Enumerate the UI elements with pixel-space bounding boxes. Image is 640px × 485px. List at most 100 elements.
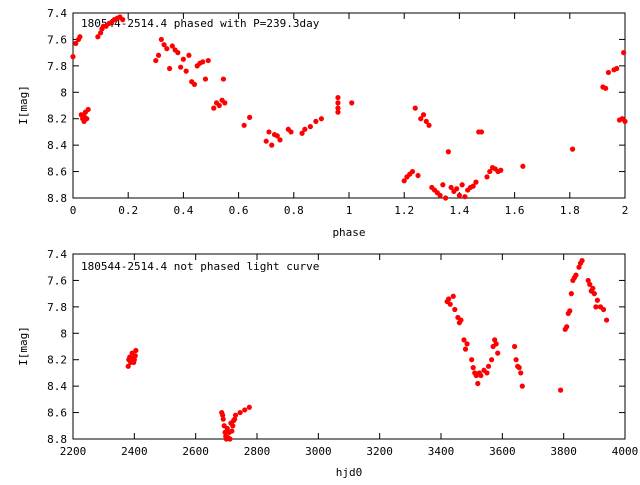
data-point [446, 296, 452, 302]
x-tick-label: 0.4 [173, 204, 193, 217]
data-points [70, 14, 628, 201]
data-point [621, 50, 627, 56]
data-point [269, 142, 275, 148]
data-point [622, 118, 628, 124]
data-point [200, 59, 206, 65]
data-point [513, 357, 519, 363]
data-point [335, 109, 341, 115]
data-point [511, 343, 518, 350]
x-tick-label: 3200 [366, 445, 393, 458]
data-point [232, 412, 239, 418]
data-point [579, 258, 585, 264]
data-point [164, 46, 170, 52]
data-point [133, 347, 139, 354]
data-point [263, 138, 269, 144]
data-point [462, 194, 468, 200]
data-point [73, 40, 79, 46]
data-point [576, 264, 582, 270]
data-point [445, 149, 451, 155]
data-point [288, 129, 294, 135]
y-tick-label: 8.4 [47, 139, 67, 152]
data-point [567, 308, 573, 314]
data-point [161, 42, 167, 48]
data-point [448, 184, 454, 191]
data-point [423, 118, 429, 124]
data-point [492, 337, 498, 343]
data-point [224, 425, 230, 432]
x-tick-label: 0.8 [284, 204, 304, 217]
data-point [246, 404, 252, 410]
data-point [478, 129, 485, 135]
data-point [155, 52, 162, 58]
x-tick-label: 0.2 [118, 204, 138, 217]
y-tick-label: 7.8 [47, 60, 67, 73]
x-tick-label: 2 [622, 204, 629, 217]
y-tick-label: 7.6 [47, 33, 67, 46]
data-point [232, 416, 238, 422]
x-tick-label: 3600 [489, 445, 516, 458]
y-tick-label: 8.8 [47, 192, 67, 205]
data-point [120, 17, 126, 23]
x-tick-label: 0.6 [229, 204, 249, 217]
data-point [335, 105, 341, 111]
data-point [277, 137, 283, 143]
data-point [443, 195, 449, 201]
data-point [485, 363, 492, 369]
data-point [299, 130, 305, 136]
data-point [95, 34, 101, 40]
data-point [498, 167, 504, 173]
data-point [401, 178, 407, 184]
data-point [450, 293, 456, 299]
data-point [418, 116, 424, 122]
x-tick-label: 1.4 [449, 204, 469, 217]
data-point [590, 285, 596, 291]
chart-title: 180544-2514.4 not phased light curve [81, 260, 319, 273]
y-tick-label: 7.8 [47, 301, 67, 314]
x-tick-label: 2200 [60, 445, 87, 458]
data-point [470, 365, 476, 371]
data-point [587, 281, 593, 287]
data-point [242, 407, 248, 413]
data-point [211, 105, 217, 111]
data-point [220, 416, 226, 422]
data-point [132, 353, 138, 359]
x-tick-label: 1.6 [505, 204, 525, 217]
data-point [169, 43, 175, 49]
data-point [220, 76, 227, 82]
data-point [274, 133, 280, 139]
data-point [603, 85, 609, 91]
data-point [461, 337, 467, 343]
data-point [412, 105, 418, 111]
data-point [458, 317, 464, 323]
y-tick-label: 8.4 [47, 380, 67, 393]
data-point [516, 365, 522, 371]
data-point [247, 114, 253, 120]
x-tick-label: 0 [70, 204, 77, 217]
data-point [426, 122, 432, 128]
data-point [125, 363, 131, 369]
data-point [520, 163, 526, 169]
data-point [437, 192, 443, 198]
plot-frame [72, 253, 626, 440]
data-point [489, 357, 495, 363]
data-point [409, 168, 416, 175]
data-point [447, 301, 453, 307]
data-point [478, 372, 484, 379]
data-point [227, 436, 233, 442]
x-tick-label: 1.8 [560, 204, 580, 217]
data-point [229, 428, 235, 434]
y-tick-label: 7.4 [47, 248, 67, 261]
plot-frame [72, 12, 626, 199]
data-point [85, 106, 91, 113]
data-point [202, 76, 209, 82]
data-point [220, 412, 226, 418]
x-tick-label: 4000 [612, 445, 639, 458]
data-point [183, 68, 189, 74]
axis-ticks: 2200 2400 2600 2800 3000 3200 3400 3600 3800 4000… [47, 248, 638, 458]
x-tick-label: 3400 [428, 445, 455, 458]
data-point [222, 429, 228, 435]
y-tick-label: 8.2 [47, 113, 67, 126]
data-point [594, 297, 601, 303]
data-point [186, 52, 192, 58]
data-point [440, 182, 446, 188]
